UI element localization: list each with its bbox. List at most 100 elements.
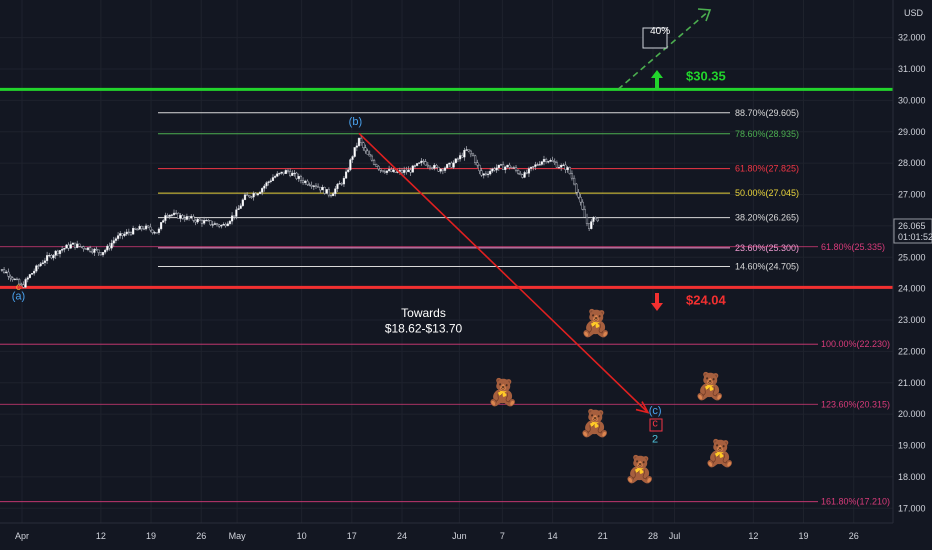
candle-body — [435, 164, 438, 168]
price-candles — [0, 136, 599, 289]
candle-body — [37, 265, 40, 267]
candle-body — [527, 168, 531, 174]
candle-body — [71, 242, 75, 245]
candle-body — [276, 173, 279, 177]
candle-body — [407, 169, 410, 173]
candle-body — [415, 163, 419, 166]
candle-body — [127, 231, 130, 234]
candle-body — [9, 275, 12, 279]
candle-body — [471, 153, 475, 157]
candle-body — [504, 166, 507, 170]
candle-body — [215, 223, 219, 226]
candle-body — [405, 169, 408, 173]
candle-body — [282, 171, 285, 174]
candle-body — [114, 238, 118, 241]
fib-extension-levels: 61.80%(25.335) 100.00%(22.230) 123.60%(20.… — [0, 242, 890, 507]
candle-body — [63, 248, 66, 250]
candle-body — [48, 255, 51, 257]
candle-body — [467, 149, 470, 152]
candle-body — [536, 164, 539, 166]
candle-body — [545, 159, 548, 162]
target-range-label: $18.62-$13.70 — [385, 322, 463, 336]
fib-extension-label: 123.60%(20.315) — [821, 399, 890, 409]
candle-body — [351, 156, 354, 160]
wave-sub-c-boxed-label: c — [652, 418, 658, 430]
teddy-bear-icon: 🧸 — [704, 438, 736, 469]
time-tick-label: 7 — [500, 531, 505, 541]
teddy-bear-stickers: 🧸 🧸 🧸 🧸 🧸 🧸 — [487, 308, 736, 485]
candle-body — [572, 177, 576, 185]
candle-body — [198, 218, 201, 221]
candle-body — [422, 160, 425, 163]
candle-body — [521, 174, 524, 178]
price-tick-label: 27.000 — [898, 190, 926, 200]
candle-body — [179, 215, 182, 219]
candle-body — [581, 201, 584, 210]
candle-body — [514, 167, 518, 171]
price-tick-label: 23.000 — [898, 315, 926, 325]
breakout-projection-arrowhead — [697, 8, 712, 22]
candle-body — [594, 216, 597, 220]
candle-body — [2, 269, 6, 274]
candle-body — [366, 150, 369, 155]
candle-body — [164, 215, 167, 221]
candle-body — [368, 154, 371, 157]
candle-body — [532, 166, 535, 168]
candle-body — [177, 212, 180, 219]
time-tick-label: 17 — [347, 531, 357, 541]
price-tick-label: 19.000 — [898, 441, 926, 451]
candle-body — [551, 160, 554, 162]
price-axis-panel[interactable] — [893, 0, 932, 523]
fib-retracement-label: 50.00%(27.045) — [735, 188, 799, 198]
wave-sub-c-label: c — [16, 282, 21, 293]
candle-body — [486, 173, 490, 176]
candle-body — [310, 185, 313, 187]
candle-body — [168, 214, 171, 217]
candle-body — [261, 188, 264, 193]
candle-body — [476, 162, 479, 166]
candle-body — [394, 169, 397, 173]
candle-body — [293, 172, 296, 175]
candle-body — [499, 164, 503, 166]
candle-body — [381, 170, 384, 172]
candle-body — [258, 191, 262, 194]
candle-body — [517, 170, 520, 174]
candle-body — [93, 248, 96, 253]
candle-body — [540, 161, 543, 165]
candle-body — [390, 169, 393, 172]
candle-body — [147, 225, 150, 228]
candle-body — [289, 171, 292, 176]
candle-body — [489, 170, 492, 175]
candle-body — [237, 208, 240, 210]
candle-body — [58, 250, 62, 254]
candle-body — [181, 215, 184, 219]
candle-body — [493, 168, 496, 171]
candle-body — [265, 182, 268, 187]
candle-body — [166, 215, 169, 217]
candle-body — [329, 194, 333, 197]
candle-body — [420, 160, 423, 163]
candle-body — [24, 279, 27, 288]
candle-body — [392, 169, 395, 172]
candle-body — [246, 194, 249, 196]
candle-body — [560, 165, 563, 168]
last-price-badge — [893, 218, 932, 244]
candle-body — [321, 187, 324, 191]
time-axis[interactable]: Apr 12 19 26 May 10 17 24 Jun 7 14 21 28 Jul 12 19 26 — [15, 531, 859, 541]
wave-label-box — [649, 418, 663, 432]
candle-body — [254, 193, 257, 196]
time-axis-panel[interactable] — [0, 523, 932, 550]
candle-body — [269, 180, 272, 182]
time-tick-label: 26 — [849, 531, 859, 541]
candle-body — [349, 159, 352, 170]
candle-body — [383, 171, 386, 173]
candle-body — [187, 216, 191, 219]
time-tick-label: 10 — [297, 531, 307, 541]
candle-body — [155, 232, 158, 234]
candle-body — [547, 161, 550, 163]
candle-body — [230, 215, 234, 222]
candle-body — [151, 229, 154, 233]
candle-body — [0, 269, 4, 271]
candle-body — [239, 205, 242, 209]
